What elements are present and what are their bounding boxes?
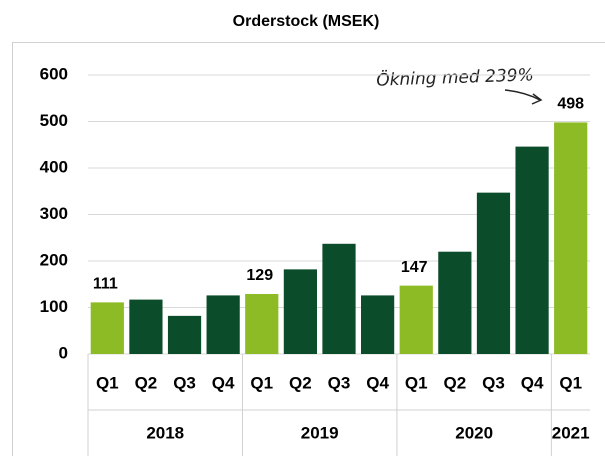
bar xyxy=(554,122,588,355)
annotation-arrowhead xyxy=(531,93,543,105)
bar xyxy=(322,243,356,354)
x-tick-label: Q4 xyxy=(521,373,544,392)
bar xyxy=(361,295,395,354)
group-label: 2020 xyxy=(455,423,493,442)
y-tick-label: 400 xyxy=(40,157,68,176)
x-tick-label: Q2 xyxy=(289,373,312,392)
data-label: 111 xyxy=(93,276,118,293)
group-label: 2019 xyxy=(301,423,339,442)
bar xyxy=(167,315,202,354)
y-tick-label: 600 xyxy=(40,64,68,83)
bar xyxy=(515,146,549,354)
bar xyxy=(90,302,124,354)
bar xyxy=(245,294,279,354)
chart-frame xyxy=(12,42,605,456)
x-tick-label: Q2 xyxy=(135,373,158,392)
y-tick-label: 200 xyxy=(40,250,68,269)
data-label: 147 xyxy=(401,259,428,276)
x-tick-label: Q1 xyxy=(250,373,273,392)
y-tick-label: 0 xyxy=(59,343,68,362)
x-tick-label: Q4 xyxy=(212,373,235,392)
y-tick-label: 100 xyxy=(40,297,68,316)
bar xyxy=(129,299,163,354)
y-tick-label: 500 xyxy=(40,111,68,130)
y-tick-label: 300 xyxy=(40,204,68,223)
x-tick-label: Q3 xyxy=(328,373,351,392)
data-label: 129 xyxy=(246,267,273,284)
x-tick-label: Q4 xyxy=(366,373,389,392)
x-tick-label: Q1 xyxy=(559,373,582,392)
data-label: 498 xyxy=(557,96,584,113)
bar xyxy=(438,251,472,354)
annotation: Ökning med 239% xyxy=(376,63,534,90)
x-tick-label: Q1 xyxy=(405,373,428,392)
bar xyxy=(399,285,433,354)
x-tick-label: Q3 xyxy=(173,373,196,392)
group-label: 2021 xyxy=(552,423,590,442)
chart-title: Orderstock (MSEK) xyxy=(233,13,380,30)
x-tick-label: Q2 xyxy=(444,373,467,392)
bar xyxy=(283,269,317,354)
x-tick-label: Q1 xyxy=(96,373,119,392)
x-tick-label: Q3 xyxy=(482,373,505,392)
bar xyxy=(476,192,511,354)
bar xyxy=(206,295,240,354)
group-label: 2018 xyxy=(146,423,184,442)
annotation-arrow xyxy=(504,89,541,101)
